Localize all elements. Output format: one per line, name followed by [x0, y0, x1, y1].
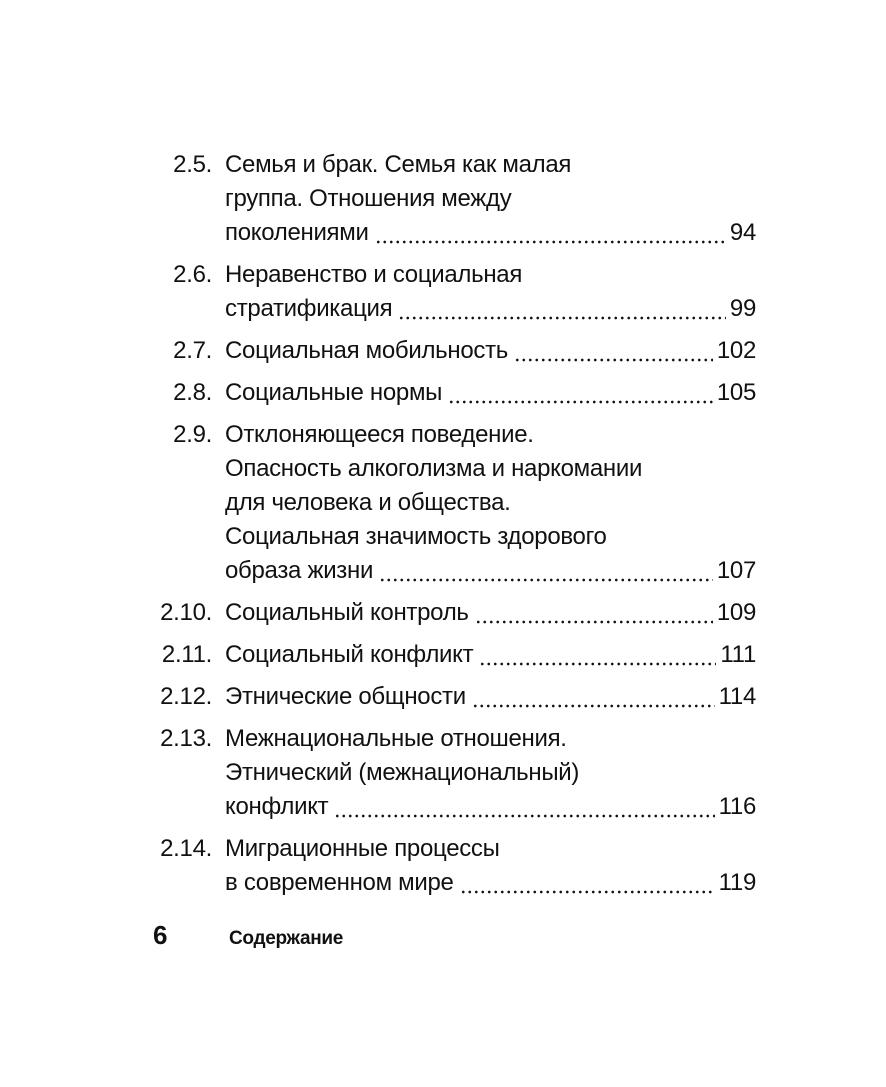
- toc-entry-title-line: стратификация 99: [225, 292, 756, 326]
- page-number: 6: [153, 920, 168, 950]
- toc-entry-title: Социальные нормы 105: [225, 376, 756, 410]
- toc-entry-title-text: Этнический (межнациональный): [225, 759, 580, 786]
- toc-entry-title: Неравенство и социальная стратификация 99: [225, 258, 756, 326]
- toc-entry-title-text: Социальный конфликт: [225, 641, 474, 668]
- toc-entry-title-line: Социальный конфликт 111: [225, 638, 756, 672]
- toc-entry-title-line: образа жизни 107: [225, 554, 756, 588]
- toc-entry-title-line: Социальная мобильность 102: [225, 334, 756, 368]
- dot-leader: [448, 376, 713, 410]
- toc-entry-title-line: в современном мире 119: [225, 866, 756, 900]
- toc-entry-page: 105: [716, 379, 756, 406]
- toc-entry-page: 94: [729, 219, 756, 246]
- toc-entry-title-line: конфликт 116: [225, 790, 756, 824]
- toc-entry-title-text: образа жизни: [225, 557, 374, 584]
- toc-entry-page: 111: [720, 641, 756, 668]
- toc-entry-title: Социальный конфликт 111: [225, 638, 756, 672]
- toc-entry-page: 102: [716, 337, 756, 364]
- toc-entry-title-text: группа. Отношения между: [225, 185, 512, 212]
- dot-leader: [479, 638, 717, 672]
- toc-entry-number: 2.11.: [161, 641, 212, 668]
- toc-entry: 2.13. Межнациональные отношения. Этнически…: [150, 722, 756, 824]
- toc-entry-title-line: Межнациональные отношения.: [225, 722, 756, 756]
- toc-entry: 2.14. Миграционные процессы в современном …: [150, 832, 756, 900]
- toc-entry-title: Отклоняющееся поведение. Опасность алкого…: [225, 418, 756, 588]
- running-title: Содержание: [229, 928, 344, 949]
- toc-entry-number: 2.12.: [160, 683, 212, 710]
- toc-entry-title-line: Социальный контроль 109: [225, 596, 756, 630]
- dot-leader: [374, 216, 726, 250]
- toc-entry-title-line: Отклоняющееся поведение.: [225, 418, 756, 452]
- toc-entry-title-line: Опасность алкоголизма и наркомании: [225, 452, 756, 486]
- table-of-contents: 2.5. Семья и брак. Семья как малая группа.…: [150, 148, 756, 908]
- toc-entry: 2.8. Социальные нормы 105: [150, 376, 756, 410]
- toc-entry: 2.7. Социальная мобильность 102: [150, 334, 756, 368]
- toc-entry-page: 114: [718, 683, 757, 710]
- dot-leader: [474, 596, 713, 630]
- toc-entry-title: Семья и брак. Семья как малая группа. Отн…: [225, 148, 756, 250]
- toc-entry-page: 107: [716, 557, 756, 584]
- page-footer: 6 Содержание: [153, 920, 343, 951]
- toc-entry-title: Социальный контроль 109: [225, 596, 756, 630]
- toc-entry: 2.9. Отклоняющееся поведение. Опасность ал…: [150, 418, 756, 588]
- dot-leader: [379, 554, 713, 588]
- toc-entry-title-text: Этнические общности: [225, 683, 466, 710]
- toc-entry-title-line: Социальная значимость здорового: [225, 520, 756, 554]
- dot-leader: [513, 334, 713, 368]
- toc-entry: 2.6. Неравенство и социальная стратификаци…: [150, 258, 756, 326]
- toc-entry-page: 116: [718, 793, 757, 820]
- dot-leader: [459, 866, 715, 900]
- toc-entry: 2.5. Семья и брак. Семья как малая группа.…: [150, 148, 756, 250]
- toc-entry-number: 2.9.: [173, 421, 212, 448]
- toc-entry-title-text: Социальная значимость здорового: [225, 523, 607, 550]
- toc-entry-title-text: Неравенство и социальная: [225, 261, 523, 288]
- toc-entry-title-line: для человека и общества.: [225, 486, 756, 520]
- toc-entry-title-line: Семья и брак. Семья как малая: [225, 148, 756, 182]
- toc-entry-number: 2.8.: [173, 379, 212, 406]
- toc-entry-number: 2.7.: [173, 337, 212, 364]
- toc-entry-title-line: Миграционные процессы: [225, 832, 756, 866]
- toc-entry-title-text: Социальный контроль: [225, 599, 469, 626]
- toc-entry-page: 99: [729, 295, 756, 322]
- toc-entry-page: 119: [718, 869, 757, 896]
- dot-leader: [334, 790, 715, 824]
- toc-entry-title-line: Социальные нормы 105: [225, 376, 756, 410]
- toc-entry: 2.12. Этнические общности 114: [150, 680, 756, 714]
- toc-entry-number: 2.13.: [160, 725, 212, 752]
- toc-entry-title-line: поколениями 94: [225, 216, 756, 250]
- toc-entry-title-line: Этнический (межнациональный): [225, 756, 756, 790]
- toc-entry-number: 2.5.: [173, 151, 212, 178]
- toc-entry-title-text: стратификация: [225, 295, 393, 322]
- toc-entry-title-text: Отклоняющееся поведение.: [225, 421, 534, 448]
- toc-entry-title-text: Миграционные процессы: [225, 835, 500, 862]
- toc-entry-title-text: Социальная мобильность: [225, 337, 508, 364]
- toc-entry-title-text: Социальные нормы: [225, 379, 443, 406]
- toc-entry-title: Социальная мобильность 102: [225, 334, 756, 368]
- toc-entry-title-line: группа. Отношения между: [225, 182, 756, 216]
- toc-entry-number: 2.6.: [173, 261, 212, 288]
- toc-entry-title: Миграционные процессы в современном мире 1…: [225, 832, 756, 900]
- toc-entry-title-text: Межнациональные отношения.: [225, 725, 567, 752]
- toc-entry-title-line: Неравенство и социальная: [225, 258, 756, 292]
- toc-entry-title-line: Этнические общности 114: [225, 680, 756, 714]
- toc-entry-title-text: Семья и брак. Семья как малая: [225, 151, 572, 178]
- toc-entry-title: Межнациональные отношения. Этнический (ме…: [225, 722, 756, 824]
- toc-entry-title-text: поколениями: [225, 219, 369, 246]
- toc-entry-title: Этнические общности 114: [225, 680, 756, 714]
- toc-entry-title-text: конфликт: [225, 793, 329, 820]
- toc-entry-title-text: для человека и общества.: [225, 489, 511, 516]
- toc-entry-page: 109: [716, 599, 756, 626]
- toc-entry-number: 2.14.: [160, 835, 212, 862]
- toc-entry: 2.10. Социальный контроль 109: [150, 596, 756, 630]
- toc-entry: 2.11. Социальный конфликт 111: [150, 638, 756, 672]
- toc-entry-title-text: в современном мире: [225, 869, 454, 896]
- dot-leader: [398, 292, 726, 326]
- toc-entry-title-text: Опасность алкоголизма и наркомании: [225, 455, 643, 482]
- toc-entry-number: 2.10.: [160, 599, 212, 626]
- dot-leader: [471, 680, 715, 714]
